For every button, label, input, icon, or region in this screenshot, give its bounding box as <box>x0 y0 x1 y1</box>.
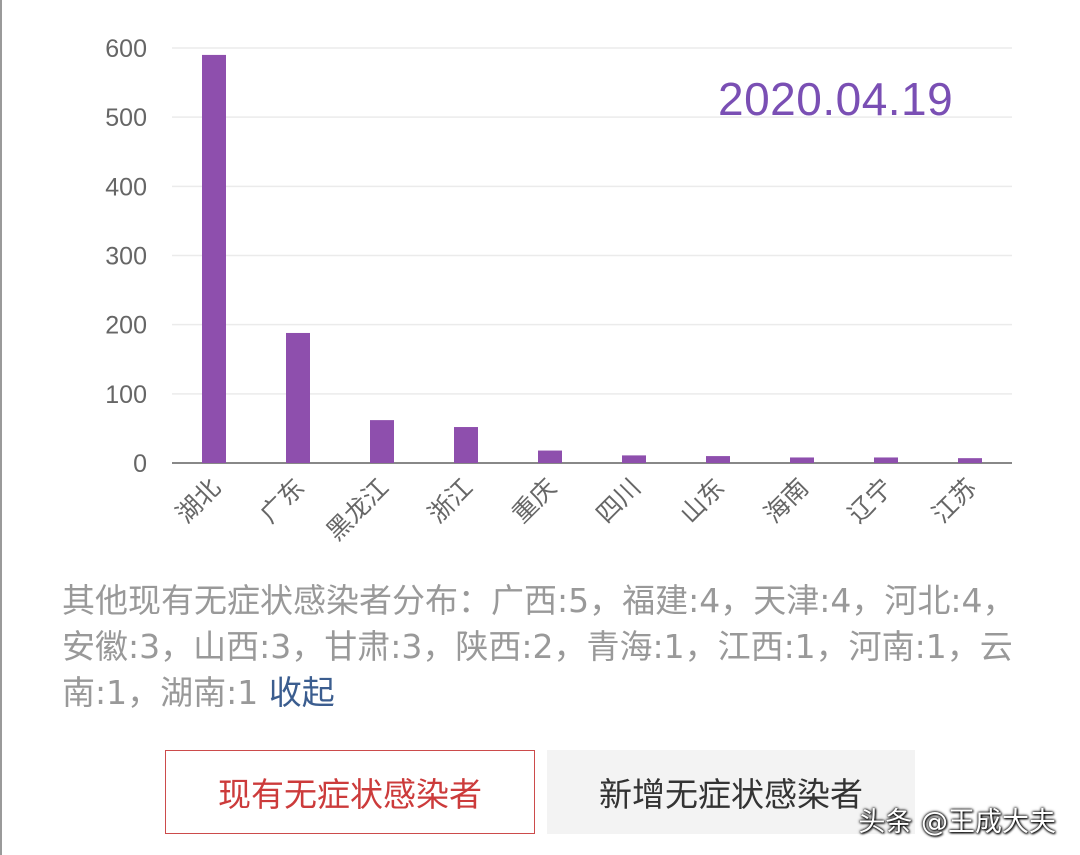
y-tick-label: 100 <box>105 381 147 409</box>
x-tick-label: 重庆 <box>506 473 562 529</box>
bar-chart: 0 100 200 300 400 500 600 湖北 广东 黑龙江 浙江 重庆 四川 山东 海南 辽宁 江苏 <box>105 35 1012 547</box>
other-distribution-text: 其他现有无症状感染者分布：广西:5，福建:4，天津:4，河北:4，安徽:3，山西… <box>62 578 1032 716</box>
x-tick-label: 海南 <box>758 473 814 529</box>
x-tick-label: 广东 <box>254 473 310 529</box>
y-tick-label: 400 <box>105 173 147 201</box>
y-tick-label: 500 <box>105 104 147 132</box>
new-asymptomatic-button[interactable]: 新增无症状感染者 <box>547 750 915 834</box>
x-tick-label: 四川 <box>590 473 646 529</box>
bar <box>958 458 982 463</box>
y-tick-label: 300 <box>105 243 147 271</box>
x-tick-label: 黑龙江 <box>321 473 395 547</box>
bar <box>454 427 478 463</box>
bar <box>286 332 310 463</box>
date-annotation: 2020.04.19 <box>718 73 954 125</box>
bar <box>622 455 646 463</box>
bar <box>202 54 226 464</box>
x-tick-label: 湖北 <box>170 473 226 529</box>
y-tick-label: 600 <box>105 35 147 63</box>
bar <box>370 420 394 463</box>
other-distribution-content: 其他现有无症状感染者分布：广西:5，福建:4，天津:4，河北:4，安徽:3，山西… <box>62 581 1016 712</box>
screen-left-edge <box>0 0 2 855</box>
bar <box>874 457 898 463</box>
y-tick-label: 200 <box>105 312 147 340</box>
y-tick-label: 0 <box>133 450 147 478</box>
bar <box>538 450 562 463</box>
collapse-link[interactable]: 收起 <box>268 673 335 712</box>
watermark: 头条 @王成大夫 <box>858 807 1056 838</box>
x-tick-label: 辽宁 <box>842 473 898 529</box>
x-tick-label: 浙江 <box>422 473 478 529</box>
current-asymptomatic-button[interactable]: 现有无症状感染者 <box>165 750 535 834</box>
x-tick-label: 山东 <box>674 473 730 529</box>
bar <box>790 457 814 463</box>
bar <box>706 456 730 463</box>
x-tick-label: 江苏 <box>926 473 982 529</box>
